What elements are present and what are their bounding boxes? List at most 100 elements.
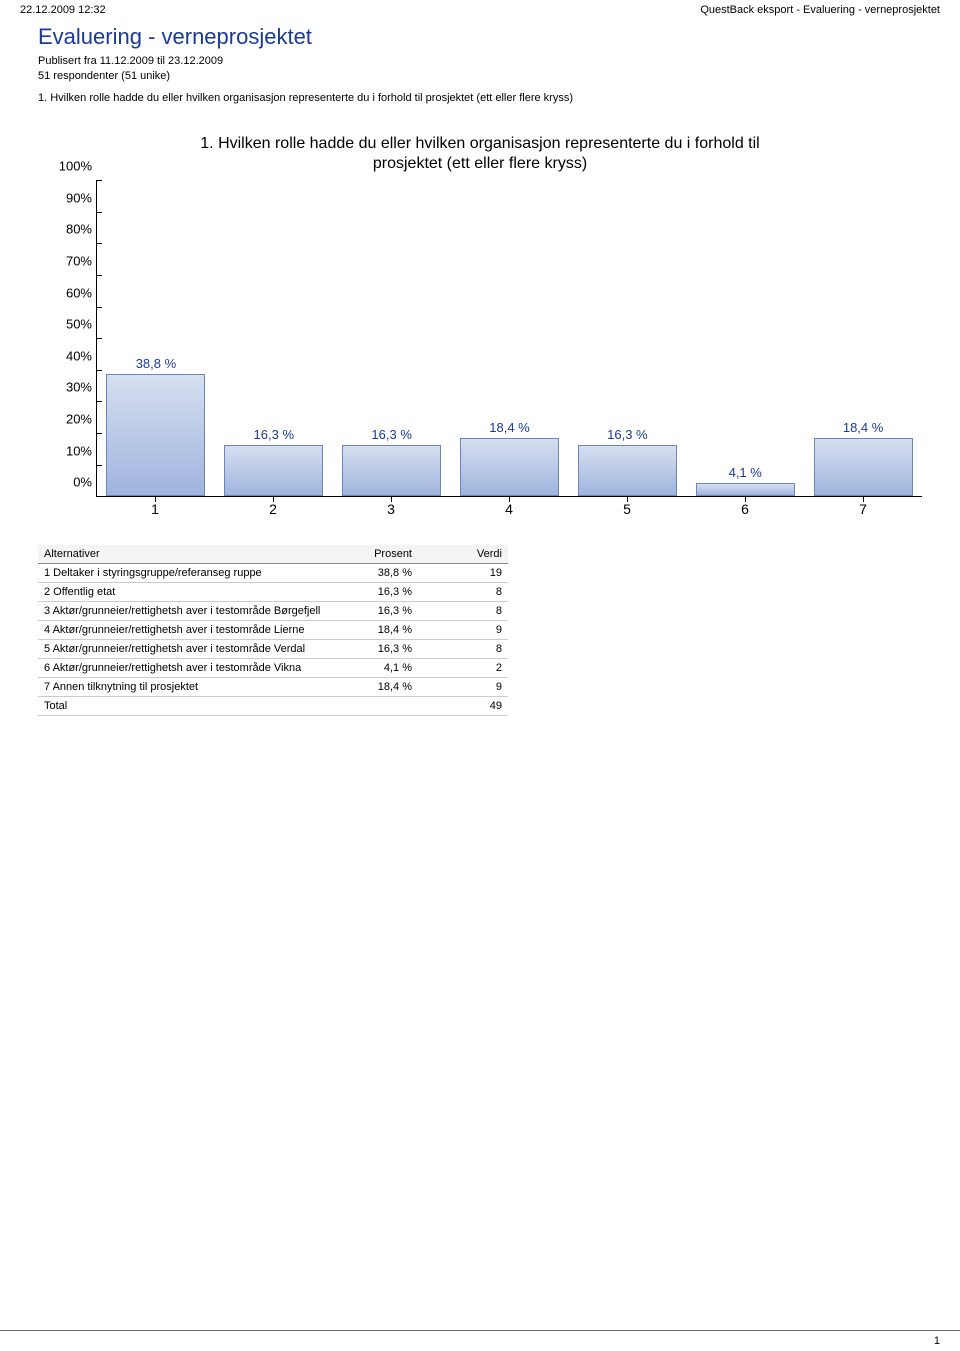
cell-prosent: 4,1 % — [328, 659, 418, 678]
bar-slot: 18,4 % — [451, 181, 569, 496]
table-row: 3 Aktør/grunneier/rettighetsh aver i tes… — [38, 602, 508, 621]
x-tick-label: 4 — [450, 497, 568, 521]
cell-verdi: 2 — [418, 659, 508, 678]
cell-alternativ: 2 Offentlig etat — [38, 583, 328, 602]
table-row: 1 Deltaker i styringsgruppe/referanseg r… — [38, 564, 508, 583]
cell-total-verdi: 49 — [418, 697, 508, 716]
x-tick-mark — [863, 496, 864, 502]
y-tick-label: 90% — [66, 190, 92, 205]
bar: 16,3 % — [224, 445, 323, 496]
bar-chart: 1. Hvilken rolle hadde du eller hvilken … — [38, 134, 922, 522]
x-tick-mark — [155, 496, 156, 502]
cell-verdi: 8 — [418, 602, 508, 621]
x-tick-label: 1 — [96, 497, 214, 521]
bar: 16,3 % — [342, 445, 441, 496]
bar-value-label: 38,8 % — [106, 356, 205, 371]
y-tick-label: 70% — [66, 254, 92, 269]
x-tick-mark — [391, 496, 392, 502]
table-row: 5 Aktør/grunneier/rettighetsh aver i tes… — [38, 640, 508, 659]
table-row: 2 Offentlig etat16,3 %8 — [38, 583, 508, 602]
question-text: 1. Hvilken rolle hadde du eller hvilken … — [0, 84, 960, 104]
bar: 18,4 % — [814, 438, 913, 496]
bar-value-label: 18,4 % — [460, 420, 559, 435]
bar-slot: 16,3 % — [568, 181, 686, 496]
cell-total-label: Total — [38, 697, 328, 716]
y-axis: 0%10%20%30%40%50%60%70%80%90%100% — [38, 181, 96, 497]
cell-prosent: 16,3 % — [328, 640, 418, 659]
table-row: 6 Aktør/grunneier/rettighetsh aver i tes… — [38, 659, 508, 678]
cell-prosent: 16,3 % — [328, 602, 418, 621]
bar-fill — [460, 438, 559, 496]
y-tick-label: 20% — [66, 412, 92, 427]
x-tick-mark — [627, 496, 628, 502]
cell-verdi: 8 — [418, 583, 508, 602]
bar-fill — [578, 445, 677, 496]
x-tick-label: 3 — [332, 497, 450, 521]
cell-alternativ: 4 Aktør/grunneier/rettighetsh aver i tes… — [38, 621, 328, 640]
y-tick-label: 30% — [66, 380, 92, 395]
bar-value-label: 16,3 % — [578, 427, 677, 442]
cell-prosent: 38,8 % — [328, 564, 418, 583]
cell-verdi: 9 — [418, 678, 508, 697]
header-export-label: QuestBack eksport - Evaluering - vernepr… — [700, 4, 940, 16]
col-header-prosent: Prosent — [328, 545, 418, 564]
page-number: 1 — [20, 1335, 940, 1347]
y-tick-label: 100% — [59, 159, 92, 174]
bar: 38,8 % — [106, 374, 205, 496]
x-axis: 1234567 — [96, 497, 922, 521]
cell-prosent: 18,4 % — [328, 678, 418, 697]
bar-slot: 16,3 % — [215, 181, 333, 496]
bar: 4,1 % — [696, 483, 795, 496]
y-tick-label: 0% — [73, 475, 92, 490]
page-title: Evaluering - verneprosjektet — [0, 16, 960, 54]
cell-alternativ: 5 Aktør/grunneier/rettighetsh aver i tes… — [38, 640, 328, 659]
bar-fill — [814, 438, 913, 496]
bar-slot: 18,4 % — [804, 181, 922, 496]
bar-fill — [106, 374, 205, 496]
bar-fill — [342, 445, 441, 496]
bar-slot: 4,1 % — [686, 181, 804, 496]
y-tick-label: 80% — [66, 222, 92, 237]
table-row: 7 Annen tilknytning til prosjektet18,4 %… — [38, 678, 508, 697]
x-tick-label: 6 — [686, 497, 804, 521]
chart-title-line2: prosjektet (ett eller flere kryss) — [373, 155, 587, 172]
bar-fill — [224, 445, 323, 496]
cell-verdi: 19 — [418, 564, 508, 583]
chart-plot: 38,8 % 16,3 % 16,3 % 18,4 % 16,3 % 4,1 % 18,4 … — [96, 181, 922, 497]
x-tick-mark — [273, 496, 274, 502]
bar-fill — [696, 483, 795, 496]
col-header-alternativer: Alternativer — [38, 545, 328, 564]
bar-slot: 38,8 % — [97, 181, 215, 496]
cell-alternativ: 3 Aktør/grunneier/rettighetsh aver i tes… — [38, 602, 328, 621]
cell-alternativ: 7 Annen tilknytning til prosjektet — [38, 678, 328, 697]
page-footer: 1 — [0, 1330, 960, 1351]
chart-title: 1. Hvilken rolle hadde du eller hvilken … — [38, 134, 922, 176]
x-tick-label: 7 — [804, 497, 922, 521]
cell-total-prosent — [328, 697, 418, 716]
bar: 18,4 % — [460, 438, 559, 496]
y-tick-label: 50% — [66, 317, 92, 332]
cell-verdi: 9 — [418, 621, 508, 640]
chart-title-line1: 1. Hvilken rolle hadde du eller hvilken … — [200, 135, 759, 152]
x-tick-mark — [745, 496, 746, 502]
results-table: Alternativer Prosent Verdi 1 Deltaker i … — [38, 545, 508, 716]
cell-alternativ: 1 Deltaker i styringsgruppe/referanseg r… — [38, 564, 328, 583]
cell-prosent: 16,3 % — [328, 583, 418, 602]
x-tick-label: 5 — [568, 497, 686, 521]
bar-slot: 16,3 % — [333, 181, 451, 496]
y-tick-label: 60% — [66, 285, 92, 300]
meta-published: Publisert fra 11.12.2009 til 23.12.2009 — [0, 54, 960, 69]
x-tick-label: 2 — [214, 497, 332, 521]
cell-alternativ: 6 Aktør/grunneier/rettighetsh aver i tes… — [38, 659, 328, 678]
bar-value-label: 4,1 % — [696, 465, 795, 480]
cell-prosent: 18,4 % — [328, 621, 418, 640]
x-tick-mark — [509, 496, 510, 502]
table-row: 4 Aktør/grunneier/rettighetsh aver i tes… — [38, 621, 508, 640]
col-header-verdi: Verdi — [418, 545, 508, 564]
bar-value-label: 16,3 % — [224, 427, 323, 442]
bar-value-label: 18,4 % — [814, 420, 913, 435]
table-total-row: Total 49 — [38, 697, 508, 716]
cell-verdi: 8 — [418, 640, 508, 659]
bar-value-label: 16,3 % — [342, 427, 441, 442]
header-timestamp: 22.12.2009 12:32 — [20, 4, 106, 16]
